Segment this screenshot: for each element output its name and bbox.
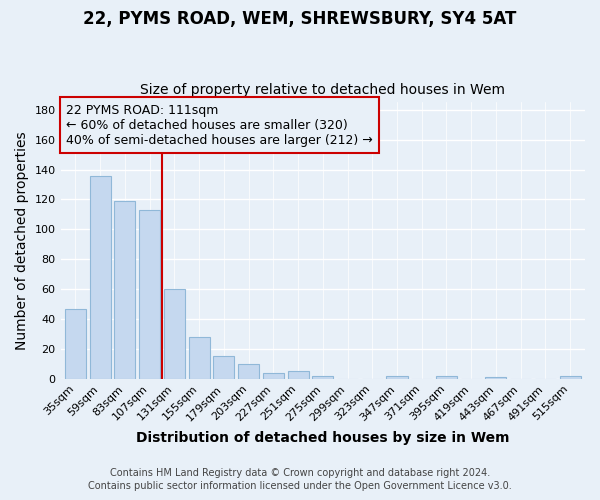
Text: Contains HM Land Registry data © Crown copyright and database right 2024.: Contains HM Land Registry data © Crown c… bbox=[110, 468, 490, 477]
Y-axis label: Number of detached properties: Number of detached properties bbox=[15, 132, 29, 350]
Bar bbox=[115, 201, 136, 379]
Text: Contains public sector information licensed under the Open Government Licence v3: Contains public sector information licen… bbox=[88, 481, 512, 491]
Bar bbox=[65, 308, 86, 379]
Bar bbox=[485, 378, 506, 379]
Bar bbox=[287, 372, 308, 379]
Bar bbox=[89, 176, 110, 379]
Bar bbox=[312, 376, 333, 379]
Title: Size of property relative to detached houses in Wem: Size of property relative to detached ho… bbox=[140, 83, 505, 97]
Bar bbox=[188, 337, 209, 379]
Bar bbox=[386, 376, 407, 379]
Bar bbox=[214, 356, 235, 379]
Bar bbox=[263, 373, 284, 379]
Text: 22, PYMS ROAD, WEM, SHREWSBURY, SY4 5AT: 22, PYMS ROAD, WEM, SHREWSBURY, SY4 5AT bbox=[83, 10, 517, 28]
Bar bbox=[238, 364, 259, 379]
Bar bbox=[560, 376, 581, 379]
Bar bbox=[139, 210, 160, 379]
Text: 22 PYMS ROAD: 111sqm
← 60% of detached houses are smaller (320)
40% of semi-deta: 22 PYMS ROAD: 111sqm ← 60% of detached h… bbox=[66, 104, 373, 146]
Bar bbox=[164, 289, 185, 379]
X-axis label: Distribution of detached houses by size in Wem: Distribution of detached houses by size … bbox=[136, 431, 509, 445]
Bar bbox=[436, 376, 457, 379]
